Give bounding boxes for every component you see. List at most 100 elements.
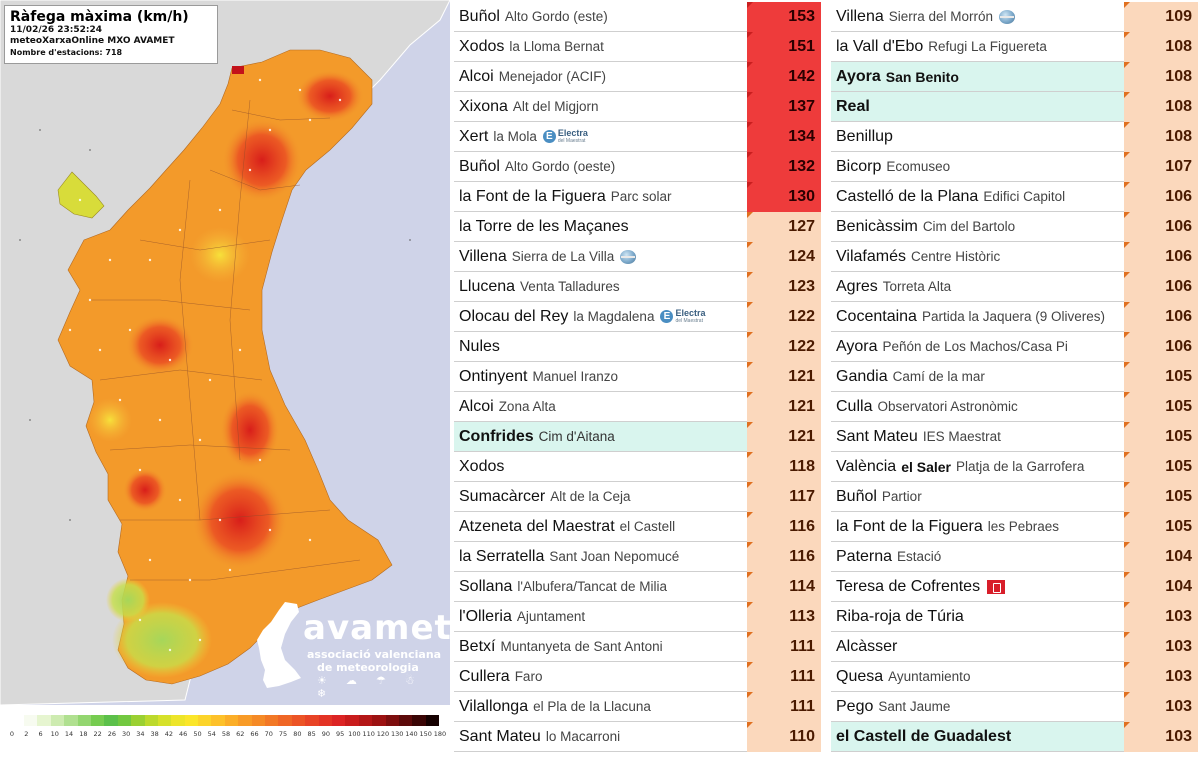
ranking-row[interactable]: Confrides Cim d'Aitana 121 xyxy=(454,421,821,452)
ranking-row[interactable]: Llucena Venta Talladures 123 xyxy=(454,271,821,302)
ranking-row[interactable]: Xert la Mola E Electra del Maestrat 134 xyxy=(454,121,821,152)
electra-line1: Electra xyxy=(557,127,588,138)
station-town: Vilallonga xyxy=(459,697,529,715)
ranking-row[interactable]: Gandia Camí de la mar 105 xyxy=(831,361,1198,392)
station-town: Ayora xyxy=(836,67,881,85)
ranking-row[interactable]: Agres Torreta Alta 106 xyxy=(831,271,1198,302)
ranking-row[interactable]: Alcàsser 103 xyxy=(831,631,1198,662)
ranking-row[interactable]: Villena Sierra de La Villa 124 xyxy=(454,241,821,272)
station-location: Partida la Jaquera (9 Oliveres) xyxy=(921,309,1106,324)
ranking-row[interactable]: Atzeneta del Maestrat el Castell 116 xyxy=(454,511,821,542)
gust-value: 106 xyxy=(1124,271,1198,302)
gust-value: 108 xyxy=(1124,61,1198,92)
station-town: Xert xyxy=(459,127,489,145)
ranking-row[interactable]: la Serratella Sant Joan Nepomucé 116 xyxy=(454,541,821,572)
legend-swatch xyxy=(64,715,78,726)
ranking-row[interactable]: Sollana l'Albufera/Tancat de Milia 114 xyxy=(454,571,821,602)
ranking-row[interactable]: Betxí Muntanyeta de Sant Antoni 111 xyxy=(454,631,821,662)
ranking-row[interactable]: Alcoi Zona Alta 121 xyxy=(454,391,821,422)
gust-value: 108 xyxy=(1124,31,1198,62)
legend-swatch xyxy=(318,715,332,726)
ranking-row[interactable]: València el Saler Platja de la Garrofera 10… xyxy=(831,451,1198,482)
ranking-row[interactable]: Xodos 118 xyxy=(454,451,821,482)
ranking-row[interactable]: Cullera Faro 111 xyxy=(454,661,821,692)
ranking-row[interactable]: Teresa de Cofrentes 104 xyxy=(831,571,1198,602)
ranking-row[interactable]: Real 108 xyxy=(831,91,1198,122)
legend-tick-label: 66 xyxy=(250,730,259,738)
ranking-row[interactable]: Buñol Alto Gordo (oeste) 132 xyxy=(454,151,821,182)
ranking-row[interactable]: el Castell de Guadalest 103 xyxy=(831,721,1198,752)
ranking-row[interactable]: Pego Sant Jaume 103 xyxy=(831,691,1198,722)
ranking-row[interactable]: Vilafamés Centre Històric 106 xyxy=(831,241,1198,272)
ranking-row[interactable]: Cocentaina Partida la Jaquera (9 Oliveres… xyxy=(831,301,1198,332)
gust-value: 137 xyxy=(747,91,821,122)
legend-swatch xyxy=(24,715,38,726)
ranking-row[interactable]: Culla Observatori Astronòmic 105 xyxy=(831,391,1198,422)
station-location: la Mola xyxy=(493,129,537,144)
station-cell: Alcàsser xyxy=(831,632,1124,662)
gust-value: 106 xyxy=(1124,181,1198,212)
ranking-row[interactable]: Alcoi Menejador (ACIF) 142 xyxy=(454,61,821,92)
station-town: Alcàsser xyxy=(836,637,898,655)
ranking-row[interactable]: Paterna Estació 104 xyxy=(831,541,1198,572)
station-location: el Castell xyxy=(619,519,676,534)
ranking-row[interactable]: Quesa Ayuntamiento 103 xyxy=(831,661,1198,692)
ranking-row[interactable]: Castelló de la Plana Edifici Capitol 106 xyxy=(831,181,1198,212)
ranking-row[interactable]: Buñol Alto Gordo (este) 153 xyxy=(454,1,821,32)
ranking-row[interactable]: Buñol Partior 105 xyxy=(831,481,1198,512)
station-town: Culla xyxy=(836,397,873,415)
ranking-row[interactable]: Olocau del Rey la Magdalena E Electra del Ma… xyxy=(454,301,821,332)
legend-swatch xyxy=(224,715,239,726)
station-cell: Real xyxy=(831,92,1124,122)
ranking-row[interactable]: Sant Mateu lo Macarroni 110 xyxy=(454,721,821,752)
ranking-row[interactable]: Vilallonga el Pla de la Llacuna 111 xyxy=(454,691,821,722)
gust-value: 105 xyxy=(1124,451,1198,482)
electra-text: Electra del Maestrat xyxy=(675,308,705,325)
gust-value: 103 xyxy=(1124,691,1198,722)
ranking-row[interactable]: Ayora Peñón de Los Machos/Casa Pi 106 xyxy=(831,331,1198,362)
ranking-row[interactable]: Riba-roja de Túria 103 xyxy=(831,601,1198,632)
ranking-row[interactable]: Sumacàrcer Alt de la Ceja 117 xyxy=(454,481,821,512)
station-town: Xodos xyxy=(459,37,505,55)
gust-value: 122 xyxy=(747,301,821,332)
station-cell: Villena Sierra del Morrón xyxy=(831,2,1124,32)
ranking-row[interactable]: Xixona Alt del Migjorn 137 xyxy=(454,91,821,122)
station-town: Cullera xyxy=(459,667,510,685)
ranking-row[interactable]: Benicàssim Cim del Bartolo 106 xyxy=(831,211,1198,242)
ranking-row[interactable]: Sant Mateu IES Maestrat 105 xyxy=(831,421,1198,452)
ranking-row[interactable]: la Torre de les Maçanes 127 xyxy=(454,211,821,242)
station-district: el Saler xyxy=(901,458,952,475)
ranking-row[interactable]: Benillup 108 xyxy=(831,121,1198,152)
legend-swatch xyxy=(345,715,359,726)
station-town: Teresa de Cofrentes xyxy=(836,577,981,595)
legend-tick-label: 100 xyxy=(348,730,361,738)
ranking-row[interactable]: Villena Sierra del Morrón 109 xyxy=(831,1,1198,32)
gust-value: 103 xyxy=(1124,721,1198,752)
station-location: Sierra del Morrón xyxy=(888,9,994,24)
legend-swatch xyxy=(331,715,346,726)
ranking-row[interactable]: Ontinyent Manuel Iranzo 121 xyxy=(454,361,821,392)
ranking-row[interactable]: l'Olleria Ajuntament 113 xyxy=(454,601,821,632)
station-cell: Sollana l'Albufera/Tancat de Milia xyxy=(454,572,747,602)
station-cell: Villena Sierra de La Villa xyxy=(454,242,747,272)
station-location: lo Macarroni xyxy=(545,729,621,744)
electra-mark: E xyxy=(542,130,556,143)
ranking-row[interactable]: Xodos la Lloma Bernat 151 xyxy=(454,31,821,62)
ranking-row[interactable]: Bicorp Ecomuseo 107 xyxy=(831,151,1198,182)
station-location: Alt del Migjorn xyxy=(512,99,599,114)
legend-tick-label: 95 xyxy=(335,730,345,738)
ranking-row[interactable]: Ayora San Benito 108 xyxy=(831,61,1198,92)
station-cell: Buñol Partior xyxy=(831,482,1124,512)
ranking-row[interactable]: la Vall d'Ebo Refugi La Figuereta 108 xyxy=(831,31,1198,62)
legend-tick-label: 62 xyxy=(236,730,245,738)
legend-tick-label: 70 xyxy=(264,730,273,738)
gust-value: 105 xyxy=(1124,421,1198,452)
ranking-row[interactable]: la Font de la Figuera Parc solar 130 xyxy=(454,181,821,212)
station-location: Venta Talladures xyxy=(520,279,620,294)
ranking-row[interactable]: Nules 122 xyxy=(454,331,821,362)
station-town: Llucena xyxy=(459,277,516,295)
legend-swatch xyxy=(131,715,145,726)
ranking-table-right: Villena Sierra del Morrón 109 la Vall d'Ebo… xyxy=(831,1,1198,752)
ranking-row[interactable]: la Font de la Figuera les Pebraes 105 xyxy=(831,511,1198,542)
station-cell: Alcoi Zona Alta xyxy=(454,392,747,422)
